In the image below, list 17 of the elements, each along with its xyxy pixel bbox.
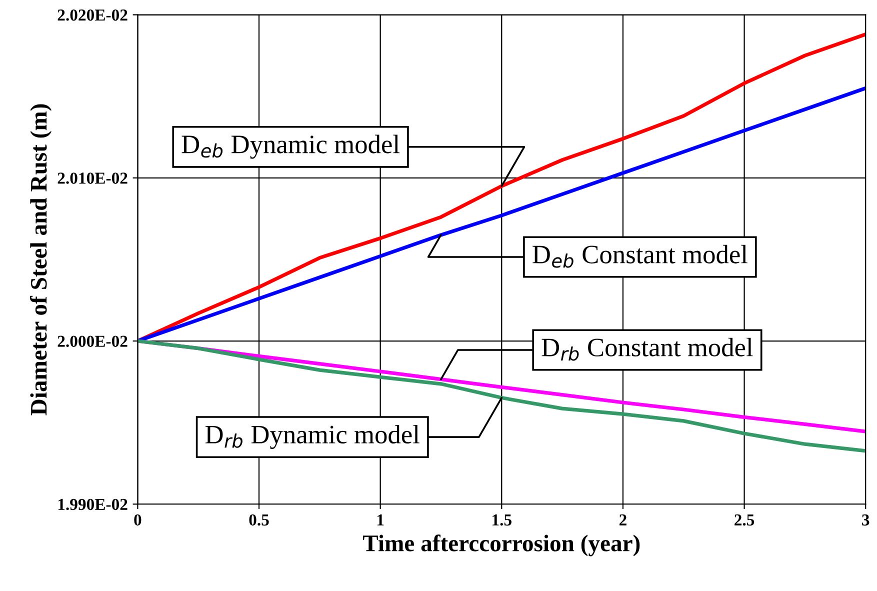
x-tick-label: 0.5 [249, 514, 269, 526]
y-tick-label: 2.000E-02 [58, 336, 128, 348]
y-tick-label: 2.010E-02 [58, 172, 128, 184]
y-tick-label: 1.990E-02 [58, 498, 128, 510]
x-tick-label: 2 [619, 514, 626, 526]
text: D$_{eb}$ Dynamic model [182, 134, 400, 159]
x-tick-label: 1 [377, 514, 384, 526]
series-label: D$_{rb}$ Constant model [542, 338, 753, 361]
x-tick-label: 1.5 [492, 514, 512, 526]
series-label: D$_{eb}$ Constant model [532, 244, 748, 268]
x-axis-title: Time afterccorrosion (year) [362, 534, 640, 556]
y-tick-label: 2.020E-02 [58, 9, 128, 21]
x-tick-label: 0 [134, 514, 142, 526]
y-axis-title: Diameter of Steel and Rust (m) [30, 104, 52, 416]
x-tick-label: 3 [862, 514, 870, 526]
series-label: D$_{rb}$ Dynamic model [205, 424, 420, 449]
x-tick-label: 2.5 [734, 514, 754, 526]
